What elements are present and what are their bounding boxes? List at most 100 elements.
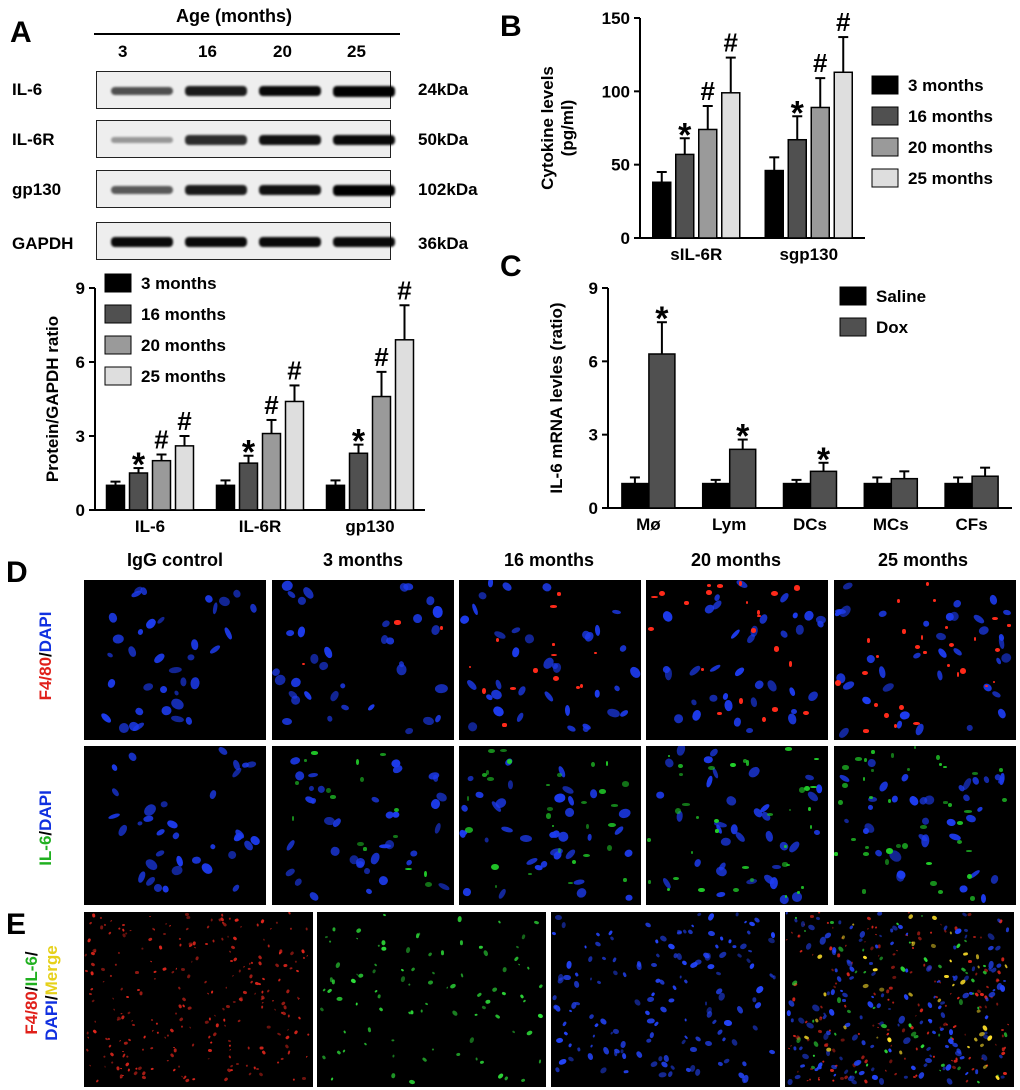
red-signal <box>181 967 186 971</box>
red-signal <box>967 959 972 963</box>
nucleus <box>293 877 304 888</box>
row3-label-c: DAPI <box>42 1000 61 1041</box>
nucleus <box>889 941 895 947</box>
nucleus <box>679 975 682 979</box>
nucleus <box>296 625 306 638</box>
nucleus <box>927 1001 934 1009</box>
red-signal <box>92 1028 97 1034</box>
nucleus <box>658 1071 667 1078</box>
red-signal <box>92 912 96 918</box>
merge-signal <box>949 959 953 964</box>
nucleus <box>432 605 443 619</box>
red-signal <box>939 923 942 926</box>
red-signal <box>166 1034 169 1037</box>
nucleus <box>733 665 746 678</box>
nucleus <box>635 1050 644 1059</box>
red-signal <box>739 698 744 704</box>
nucleus <box>704 951 712 961</box>
green-signal <box>963 939 967 944</box>
green-signal <box>341 1048 346 1054</box>
green-signal <box>517 963 520 966</box>
red-signal <box>996 970 1002 976</box>
y-axis-label: Cytokine levels <box>538 66 557 190</box>
nucleus <box>768 1049 776 1056</box>
bar <box>728 448 757 509</box>
nucleus <box>308 785 315 792</box>
red-signal <box>793 585 801 591</box>
red-signal <box>131 1019 134 1022</box>
x-tick-label: DCs <box>793 515 827 534</box>
micrograph-panel <box>459 580 641 740</box>
merge-signal <box>814 1017 819 1023</box>
nucleus <box>551 995 558 1002</box>
nucleus <box>355 860 365 869</box>
red-signal <box>94 1020 97 1023</box>
red-signal <box>150 1046 154 1050</box>
green-signal <box>789 808 792 811</box>
green-signal <box>880 1023 887 1029</box>
nucleus <box>923 794 936 805</box>
nucleus <box>366 702 376 712</box>
nucleus <box>160 705 173 717</box>
nucleus <box>878 933 883 938</box>
nucleus <box>565 960 572 969</box>
merge-signal <box>967 1045 971 1049</box>
y-tick-label: 9 <box>76 279 85 298</box>
nucleus <box>612 825 625 837</box>
red-signal <box>143 1035 147 1040</box>
blot-label-il6: IL-6 <box>12 80 43 99</box>
nucleus <box>964 814 976 824</box>
red-signal <box>278 951 282 956</box>
red-signal <box>874 926 877 930</box>
red-signal <box>930 931 933 935</box>
nucleus <box>745 957 751 964</box>
merge-signal <box>851 923 855 926</box>
red-signal <box>706 584 712 588</box>
red-signal <box>273 1008 276 1011</box>
nucleus <box>865 653 877 665</box>
nucleus <box>860 1039 867 1047</box>
nucleus <box>989 873 1001 885</box>
green-signal <box>415 933 420 939</box>
nucleus <box>925 1046 932 1052</box>
red-signal <box>305 927 308 932</box>
nucleus <box>1002 609 1012 617</box>
red-signal <box>285 989 291 995</box>
red-signal <box>153 978 157 980</box>
nucleus <box>671 984 677 991</box>
nucleus <box>708 662 722 673</box>
nucleus <box>308 890 321 903</box>
green-signal <box>580 800 588 804</box>
red-signal <box>302 663 305 666</box>
red-signal <box>305 1055 308 1058</box>
nucleus <box>971 776 980 786</box>
red-signal <box>170 970 175 975</box>
green-signal <box>930 880 937 887</box>
y-tick-label: 3 <box>589 426 598 445</box>
red-signal <box>172 1068 176 1072</box>
red-signal <box>898 704 904 711</box>
red-signal <box>248 1072 252 1076</box>
nucleus <box>944 1044 950 1049</box>
red-signal <box>994 647 1001 652</box>
green-signal <box>864 758 868 763</box>
blot-band <box>111 137 173 143</box>
nucleus <box>804 1021 815 1030</box>
red-signal <box>957 672 960 678</box>
red-signal <box>261 1005 264 1008</box>
nucleus <box>645 1038 652 1044</box>
nucleus <box>736 953 743 959</box>
nucleus <box>707 929 716 937</box>
significance-mark: # <box>264 390 279 420</box>
red-signal <box>866 916 872 921</box>
nucleus <box>854 1061 861 1067</box>
green-signal <box>497 920 501 924</box>
green-signal <box>678 773 684 777</box>
nucleus <box>741 1060 748 1068</box>
red-signal <box>246 1064 249 1068</box>
nucleus <box>646 995 655 1003</box>
red-signal <box>933 980 937 984</box>
green-signal <box>481 1005 486 1010</box>
age-header: Age (months) <box>176 6 292 26</box>
green-signal <box>783 845 787 848</box>
